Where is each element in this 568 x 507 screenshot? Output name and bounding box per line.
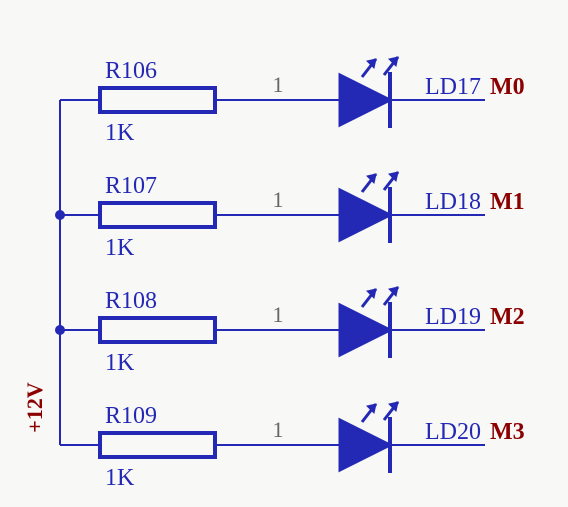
- resistor-designator: R108: [105, 288, 157, 314]
- resistor-value: 1K: [105, 350, 135, 376]
- pin-label: 1: [273, 72, 284, 97]
- resistor: [100, 318, 215, 342]
- resistor-value: 1K: [105, 120, 135, 146]
- resistor-value: 1K: [105, 235, 135, 261]
- resistor-designator: R109: [105, 403, 157, 429]
- net-label-ld: LD20: [425, 419, 481, 445]
- led-anode-triangle: [340, 75, 390, 125]
- junction-dot: [55, 325, 65, 335]
- net-label-m: M3: [490, 419, 525, 445]
- net-label-ld: LD17: [425, 74, 481, 100]
- junction-dot: [55, 210, 65, 220]
- pin-label: 1: [273, 302, 284, 327]
- net-label-m: M2: [490, 304, 525, 330]
- resistor-designator: R107: [105, 173, 157, 199]
- led-anode-triangle: [340, 305, 390, 355]
- resistor: [100, 203, 215, 227]
- resistor: [100, 433, 215, 457]
- net-label-m: M1: [490, 189, 525, 215]
- supply-label: +12V: [22, 382, 47, 433]
- resistor: [100, 88, 215, 112]
- resistor-designator: R106: [105, 58, 157, 84]
- pin-label: 1: [273, 417, 284, 442]
- schematic-canvas: +12V R106 1K 1 LD17 M0 R107 1K 1 LD18 M1 R108 1K 1 LD1…: [0, 0, 568, 507]
- net-label-m: M0: [490, 74, 525, 100]
- led-anode-triangle: [340, 190, 390, 240]
- net-label-ld: LD18: [425, 189, 481, 215]
- pin-label: 1: [273, 187, 284, 212]
- led-anode-triangle: [340, 420, 390, 470]
- net-label-ld: LD19: [425, 304, 481, 330]
- resistor-value: 1K: [105, 465, 135, 491]
